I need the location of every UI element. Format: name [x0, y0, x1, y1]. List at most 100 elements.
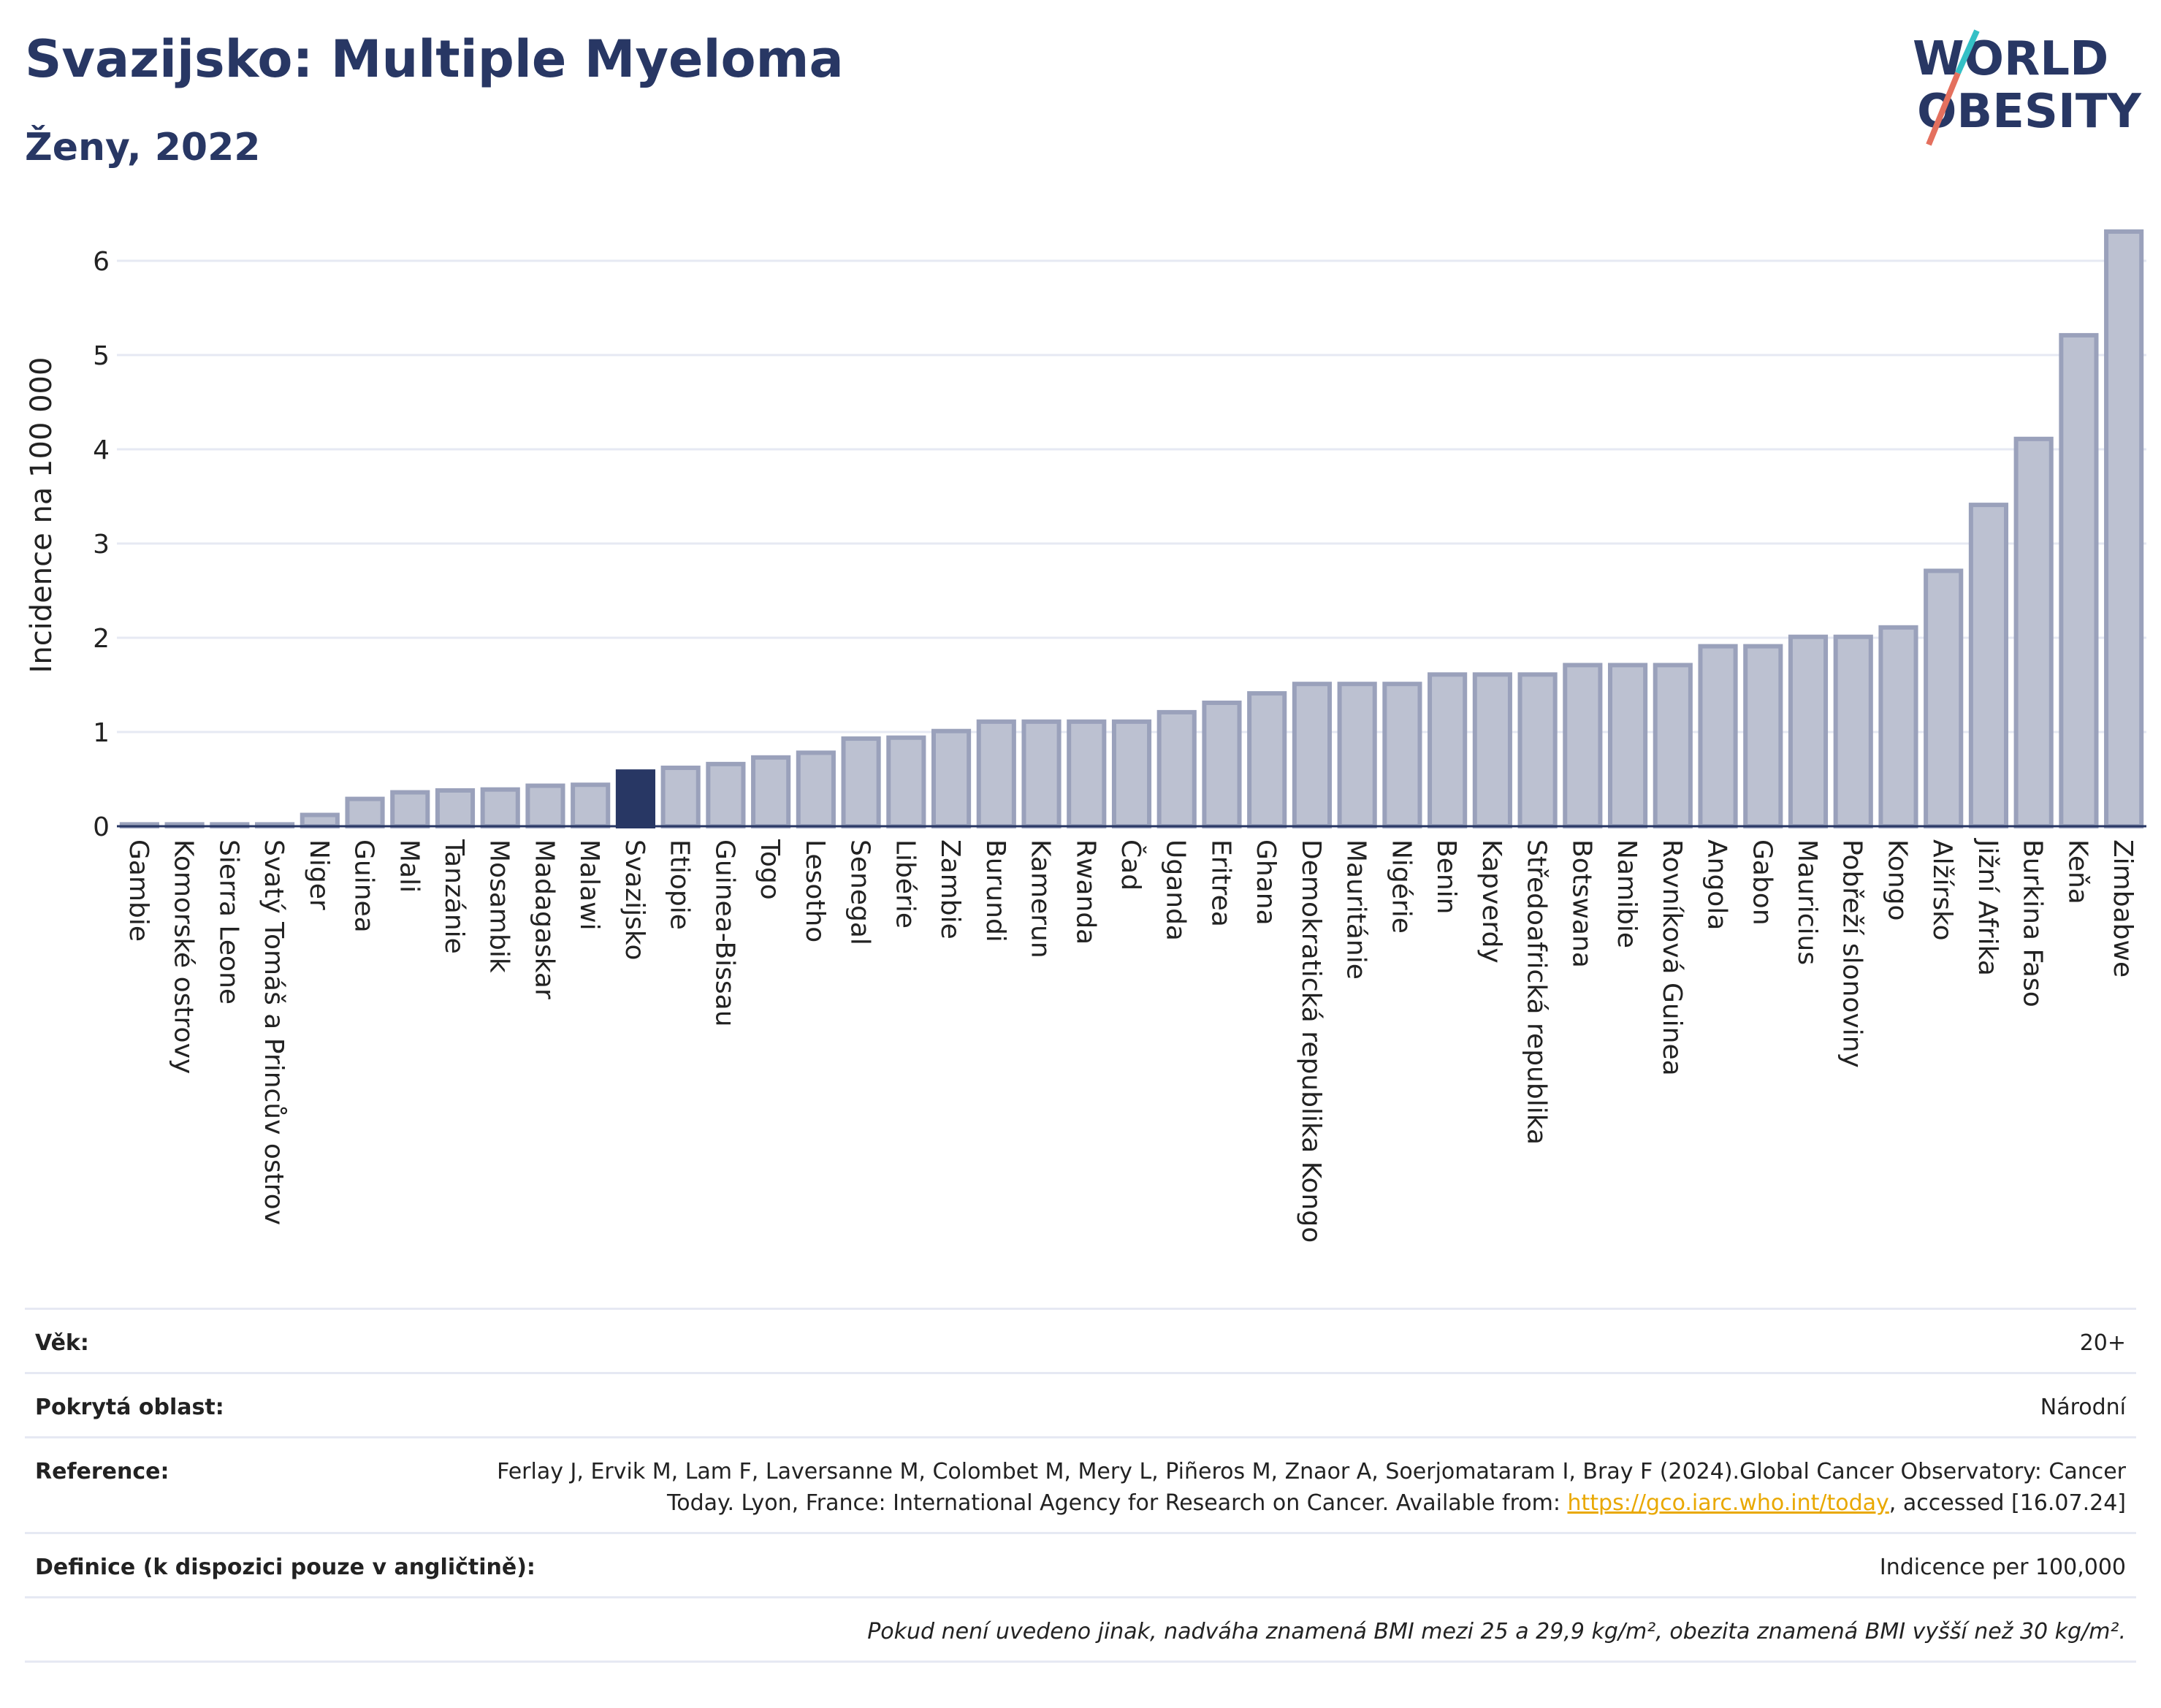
bar-Benin: [1428, 672, 1468, 828]
x-tick-label: Keňa: [2062, 839, 2092, 904]
x-tick-label: Zimbabwe: [2108, 839, 2138, 977]
x-tick-label: Mali: [394, 839, 424, 893]
x-tick-label: Niger: [304, 839, 334, 910]
bar-Uganda: [1156, 709, 1197, 828]
x-tick-label: Zambie: [935, 839, 965, 939]
x-tick-label: Ghana: [1251, 839, 1281, 926]
meta-row-age: Věk: 20+: [25, 1308, 2136, 1372]
logo-slash-coral: [1926, 72, 1961, 146]
bar-Burundi: [976, 719, 1016, 828]
bar-Senegal: [841, 736, 881, 829]
x-tick-label: Malawi: [574, 839, 604, 931]
x-tick-label: Uganda: [1161, 839, 1191, 941]
y-tick-label: 1: [93, 718, 110, 748]
x-tick-label: Alžírsko: [1927, 839, 1957, 941]
bar-Eritrea: [1202, 701, 1242, 829]
x-tick-label: Gambie: [123, 839, 153, 942]
bar-Kongo: [1878, 625, 1918, 828]
logo-text-obesity: OBESITY: [1917, 85, 2141, 139]
bar-Lesotho: [796, 750, 836, 829]
y-axis-label: Incidence na 100 000: [25, 357, 58, 674]
bar-Gabon: [1743, 644, 1783, 828]
reference-text: Ferlay J, Ervik M, Lam F, Laversanne M, …: [497, 1459, 2126, 1516]
bar-Čad: [1111, 719, 1152, 828]
bar-Rovníková Guinea: [1653, 663, 1693, 828]
x-tick-label: Rovníková Guinea: [1657, 839, 1687, 1076]
bar-Svazijsko: [615, 769, 656, 829]
x-tick-label: Guinea: [349, 839, 379, 933]
x-tick-label: Nigérie: [1386, 839, 1416, 934]
x-tick-label: Libérie: [890, 839, 920, 929]
area-value: Národní: [2040, 1395, 2126, 1420]
x-tick-label: Jižní Afrika: [1973, 838, 2002, 976]
y-tick-label: 6: [93, 247, 110, 277]
bar-Alžírsko: [1924, 568, 1964, 828]
bar-Rwanda: [1067, 719, 1107, 828]
meta-row-area: Pokrytá oblast: Národní: [25, 1372, 2136, 1436]
x-tick-label: Burundi: [980, 839, 1010, 942]
x-tick-label: Pobřeží slonoviny: [1837, 839, 1867, 1068]
bar-Angola: [1698, 644, 1738, 828]
reference-link[interactable]: https://gco.iarc.who.int/today: [1567, 1490, 1889, 1516]
x-tick-label: Tanzánie: [439, 839, 469, 954]
meta-row-reference: Reference: Ferlay J, Ervik M, Lam F, Lav…: [25, 1436, 2136, 1532]
world-obesity-logo: WORLD OBESITY: [1913, 29, 2141, 146]
bar-Guinea: [345, 796, 385, 828]
definition-value: Indicence per 100,000: [1879, 1555, 2126, 1580]
x-tick-label: Angola: [1702, 839, 1732, 930]
bar-chart: 0 1 2 3 4 5 6 Gambie Komorské ostrovy Sierra Leo…: [25, 229, 2146, 1243]
area-label: Pokrytá oblast:: [35, 1395, 224, 1420]
x-tick-label: Sierra Leone: [213, 839, 243, 1004]
bar-Malawi: [571, 782, 611, 828]
bar-Namibie: [1607, 663, 1648, 828]
age-label: Věk:: [35, 1330, 89, 1356]
bar-Ghana: [1247, 691, 1287, 828]
x-tick-label: Mauritánie: [1341, 839, 1371, 980]
chart-title: Svazijsko: Multiple Myeloma: [25, 29, 844, 89]
x-tick-label: Togo: [755, 839, 785, 900]
age-value: 20+: [2079, 1330, 2126, 1356]
x-tick-label: Komorské ostrovy: [169, 839, 199, 1074]
x-tick-label: Mauricius: [1792, 839, 1822, 965]
chart-subtitle: Ženy, 2022: [25, 126, 261, 169]
bar-Mauritánie: [1337, 682, 1377, 829]
bar-Středoafrická republika: [1517, 672, 1558, 828]
bar-Libérie: [886, 735, 926, 828]
bar-Mali: [390, 790, 430, 829]
bar-Jižní Afrika: [1968, 503, 2009, 828]
x-tick-labels: Gambie Komorské ostrovy Sierra Leone Svatý …: [123, 838, 2138, 1243]
y-tick-label: 2: [93, 624, 110, 654]
bars: [119, 229, 2144, 829]
bar-Madagaskar: [525, 783, 565, 829]
x-tick-label: Madagaskar: [529, 839, 559, 999]
x-tick-label: Benin: [1431, 839, 1461, 914]
bar-Guinea-Bissau: [706, 761, 746, 828]
bar-Zambie: [931, 728, 972, 829]
x-tick-label: Kongo: [1882, 839, 1912, 921]
x-tick-label: Namibie: [1612, 839, 1642, 948]
x-tick-label: Botswana: [1566, 839, 1596, 968]
x-tick-label: Rwanda: [1070, 839, 1100, 945]
bmi-note: Pokud není uvedeno jinak, nadváha znamen…: [867, 1619, 2126, 1644]
meta-row-note: Pokud není uvedeno jinak, nadváha znamen…: [25, 1596, 2136, 1663]
bar-Demokratická republika Kongo: [1292, 682, 1333, 829]
metadata-table: Věk: 20+ Pokrytá oblast: Národní Referen…: [25, 1308, 2136, 1663]
x-tick-label: Guinea-Bissau: [709, 839, 739, 1027]
y-tick-labels: 0 1 2 3 4 5 6: [93, 247, 110, 842]
reference-value: Ferlay J, Ervik M, Lam F, Laversanne M, …: [424, 1456, 2126, 1519]
bar-Kapverdy: [1472, 672, 1512, 828]
bar-Mosambik: [480, 787, 520, 828]
x-tick-label: Demokratická republika Kongo: [1296, 839, 1326, 1243]
x-tick-label: Čad: [1116, 839, 1146, 891]
bar-Mauricius: [1788, 634, 1829, 829]
bar-Burkina Faso: [2013, 436, 2054, 828]
y-tick-label: 3: [93, 530, 110, 560]
reference-label: Reference:: [35, 1459, 169, 1484]
x-tick-label: Středoafrická republika: [1522, 839, 1552, 1145]
x-tick-label: Kamerun: [1026, 839, 1056, 958]
bar-Etiopie: [660, 766, 701, 829]
bar-Pobřeží slonoviny: [1833, 634, 1873, 829]
x-tick-label: Etiopie: [665, 839, 695, 930]
x-tick-label: Senegal: [845, 839, 875, 945]
bar-Zimbabwe: [2104, 229, 2144, 828]
